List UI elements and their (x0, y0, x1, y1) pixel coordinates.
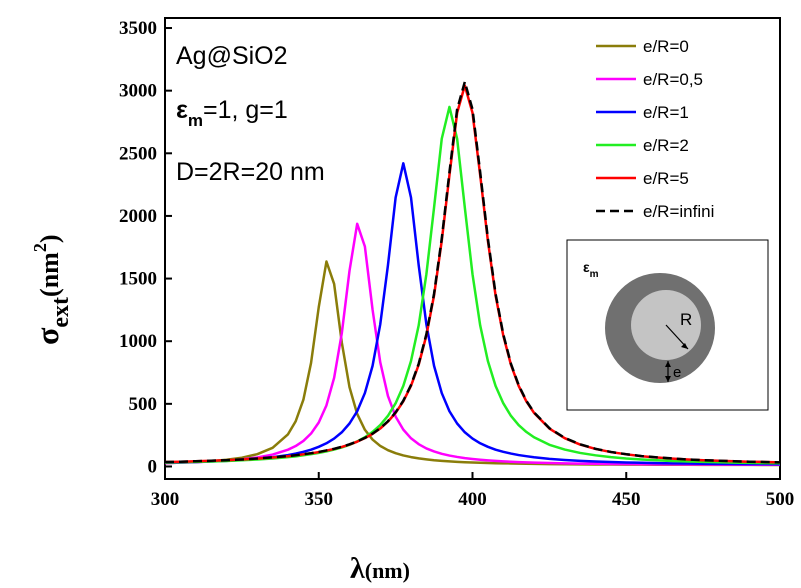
annotation-part: m (188, 111, 203, 130)
legend-label: e/R=0,5 (643, 70, 703, 89)
arrow-head (665, 361, 671, 382)
arrow-head (681, 343, 688, 349)
inset-label: εm (583, 259, 599, 280)
inset-label: e (673, 364, 681, 381)
legend-label: e/R=0 (643, 37, 689, 56)
y-tick-label: 1500 (119, 269, 157, 290)
y-tick-label: 500 (129, 394, 158, 415)
y-tick-label: 3000 (119, 81, 157, 102)
y-axis-label-part: σ (29, 327, 65, 345)
legend-label: e/R=5 (643, 169, 689, 188)
y-tick-label: 1000 (119, 331, 157, 352)
annotation-part: =1, g=1 (203, 96, 288, 124)
legend-label: e/R=infini (643, 202, 714, 221)
inset-label-part: m (590, 269, 599, 280)
x-axis-label: λ(nm) (350, 552, 410, 585)
annotation: Ag@SiO2 (176, 42, 288, 70)
plot-area (164, 80, 781, 467)
inset-label: R (680, 310, 692, 329)
series-line (164, 222, 780, 466)
legend-label: e/R=2 (643, 136, 689, 155)
x-tick-label: 400 (458, 489, 487, 510)
y-tick-label: 2000 (119, 206, 157, 227)
x-tick-label: 450 (612, 489, 641, 510)
y-tick-label: 0 (148, 456, 158, 477)
x-tick-label: 350 (305, 489, 334, 510)
y-tick-label: 2500 (119, 143, 157, 164)
x-axis-label-part: λ (350, 552, 365, 585)
inset: R e εm (566, 239, 769, 411)
y-axis-label: σext(nm2) (29, 234, 74, 345)
series-line (164, 162, 781, 466)
y-axis-label-part: 2 (30, 243, 50, 252)
inset-label-part: ε (583, 259, 590, 275)
x-tick-label: 300 (151, 489, 180, 510)
y-axis-label-part: ext (48, 297, 74, 328)
x-tick-label: 500 (766, 489, 795, 510)
y-tick-label: 3500 (119, 18, 157, 39)
x-axis-label-part: (nm) (365, 558, 410, 583)
legend-label: e/R=1 (643, 103, 689, 122)
y-axis-label-part: (nm (35, 252, 64, 297)
series-line (164, 80, 781, 464)
annotation-part: ε (176, 96, 188, 124)
y-axis-label-part: ) (35, 234, 64, 243)
annotation: D=2R=20 nm (176, 158, 325, 186)
annotation: εm=1, g=1 (176, 96, 288, 130)
